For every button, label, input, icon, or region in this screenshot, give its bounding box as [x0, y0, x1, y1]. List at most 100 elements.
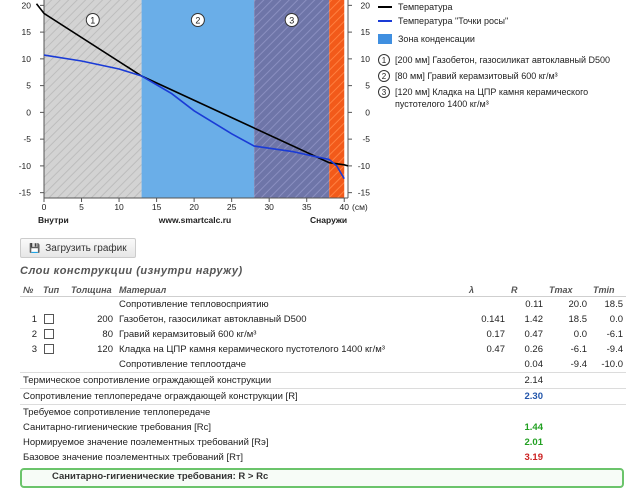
- layer-zone-1: [44, 0, 142, 198]
- row-tmax: 20.0: [568, 299, 588, 310]
- legend-dew-point: Температура "Точки росы": [378, 14, 640, 28]
- legend-layer-text: [200 мм] Газобетон, газосиликат автоклав…: [395, 55, 611, 65]
- requirement-row: Нормируемое значение поэлементных требов…: [20, 435, 626, 450]
- table-row: 2 80 Гравий керамзитовый 600 кг/м³ 0.17 …: [20, 327, 626, 342]
- row-tmax: -9.4: [570, 359, 587, 370]
- y-tick-label-left: -10: [19, 161, 32, 171]
- x-tick-label: 10: [114, 202, 124, 212]
- row-tmin: 0.0: [609, 314, 623, 325]
- row-material: Гравий керамзитовый 600 кг/м³: [119, 329, 257, 340]
- requirement-label: Санитарно-гигиенические требования [Rc]: [23, 422, 212, 433]
- load-chart-label: Загрузить график: [45, 242, 127, 254]
- table-row: 1 200 Газобетон, газосиликат автоклавный…: [20, 312, 626, 327]
- x-tick-label: 25: [227, 202, 237, 212]
- thermal-resistance-value: 2.14: [508, 372, 546, 389]
- requirement-row: Базовое значение поэлементных требований…: [20, 450, 626, 465]
- row-lambda: 0.17: [486, 329, 506, 340]
- x-tick-label: 5: [79, 202, 84, 212]
- zone-label-circle: [190, 13, 205, 27]
- required-title-row: Требуемое сопротивление теплопередаче: [20, 404, 626, 420]
- x-tick-label: 0: [42, 202, 47, 212]
- temperature-series-line: [35, 3, 349, 167]
- y-tick-label-right: 5: [365, 81, 370, 91]
- zone-label-text: 3: [289, 16, 294, 26]
- row-type: [40, 342, 68, 357]
- legend-layer-text: [80 мм] Гравий керамзитовый 600 кг/м³: [395, 71, 558, 81]
- layer-number-badge: 1: [378, 54, 390, 66]
- requirement-value: 3.19: [524, 452, 544, 463]
- site-label: www.smartcalc.ru: [158, 215, 231, 225]
- y-tick-label-right: -10: [358, 161, 371, 171]
- col-number: №: [20, 283, 40, 297]
- y-tick-label-left: 20: [22, 0, 32, 10]
- row-type: [40, 327, 68, 342]
- layer-number-badge: 3: [378, 86, 390, 98]
- row-lambda: [466, 357, 508, 373]
- row-lambda: 0.141: [481, 314, 505, 325]
- section-title: Слои конструкции (изнутри наружу): [20, 265, 243, 277]
- row-tmin: -6.1: [606, 329, 623, 340]
- y-tick-label-left: -15: [19, 188, 32, 198]
- heat-transfer-value: 2.30: [508, 388, 546, 405]
- table-header: № Тип Толщина Материал λ R Tmax Tmin: [20, 283, 626, 297]
- y-tick-label-left: 5: [26, 81, 31, 91]
- table-row: Сопротивление тепловосприятию 0.11 20.0 …: [20, 297, 626, 313]
- col-type: Тип: [40, 283, 68, 297]
- zone-label-circle: [284, 13, 299, 27]
- y-tick-label-right: 10: [361, 54, 371, 64]
- row-tmax: -6.1: [570, 344, 587, 355]
- dew-point-series-line: [43, 54, 345, 180]
- row-r: 1.42: [524, 314, 544, 325]
- requirement-label: Базовое значение поэлементных требований…: [23, 452, 243, 463]
- legend-dew-point-label: Температура "Точки росы": [398, 16, 509, 26]
- layer-type-checkbox[interactable]: [44, 329, 54, 340]
- row-tmin: 18.5: [604, 299, 624, 310]
- thermal-resistance-row: Термическое сопротивление ограждающей ко…: [20, 372, 626, 389]
- col-tmin: Tmin: [590, 283, 626, 297]
- col-material: Материал: [116, 283, 466, 297]
- row-thickness: [68, 297, 116, 313]
- y-tick-label-right: -5: [362, 134, 370, 144]
- status-text: Санитарно-гигиенические требования: R > …: [52, 471, 269, 482]
- y-tick-label-left: 0: [26, 107, 31, 117]
- row-type: [40, 357, 68, 373]
- layers-table: № Тип Толщина Материал λ R Tmax Tmin Соп…: [20, 283, 626, 465]
- legend-layer-2: 2 [80 мм] Гравий керамзитовый 600 кг/м³: [378, 70, 640, 82]
- row-number: 1: [31, 314, 37, 325]
- col-thickness: Толщина: [68, 283, 116, 297]
- y-tick-label-right: 20: [361, 0, 371, 10]
- x-tick-label: 20: [189, 202, 199, 212]
- table-row: 3 120 Кладка на ЦПР камня керамического …: [20, 342, 626, 357]
- legend-condensation-label: Зона конденсации: [398, 34, 475, 44]
- row-material: Сопротивление теплоотдаче: [119, 359, 247, 370]
- layer-type-checkbox[interactable]: [44, 344, 54, 355]
- legend-temperature: Температура: [378, 0, 640, 14]
- col-tmax: Tmax: [546, 283, 590, 297]
- row-number: [20, 297, 40, 313]
- y-tick-label-left: 10: [22, 54, 32, 64]
- row-number: [20, 357, 40, 373]
- load-chart-button[interactable]: 💾 Загрузить график: [20, 238, 136, 258]
- y-tick-label-right: 15: [361, 27, 371, 37]
- layer-type-checkbox[interactable]: [44, 314, 54, 325]
- row-r: 0.11: [525, 299, 543, 310]
- heat-transfer-row: Сопротивление теплопередаче ограждающей …: [20, 388, 626, 405]
- table-row: Сопротивление теплоотдаче 0.04 -9.4 -10.…: [20, 357, 626, 373]
- layer-zone-4: [329, 0, 345, 198]
- legend-layer-1: 1 [200 мм] Газобетон, газосиликат автокл…: [378, 54, 640, 66]
- condensation-zone-swatch: [378, 34, 392, 44]
- x-tick-label: 40: [340, 202, 350, 212]
- row-type: [40, 297, 68, 313]
- col-r: R: [508, 283, 546, 297]
- row-number: 2: [31, 329, 37, 340]
- zone-label-text: 1: [90, 16, 95, 26]
- heat-transfer-label: Сопротивление теплопередаче ограждающей …: [20, 388, 508, 405]
- y-tick-label-left: -5: [23, 134, 31, 144]
- row-tmax: 18.5: [568, 314, 588, 325]
- x-tick-label: 30: [264, 202, 274, 212]
- legend-layer-3: 3 [120 мм] Кладка на ЦПР камня керамичес…: [378, 86, 640, 110]
- save-icon: 💾: [29, 242, 41, 253]
- row-thickness: 80: [102, 329, 113, 340]
- zone-label-text: 2: [195, 16, 200, 26]
- requirement-label: Нормируемое значение поэлементных требов…: [23, 437, 269, 448]
